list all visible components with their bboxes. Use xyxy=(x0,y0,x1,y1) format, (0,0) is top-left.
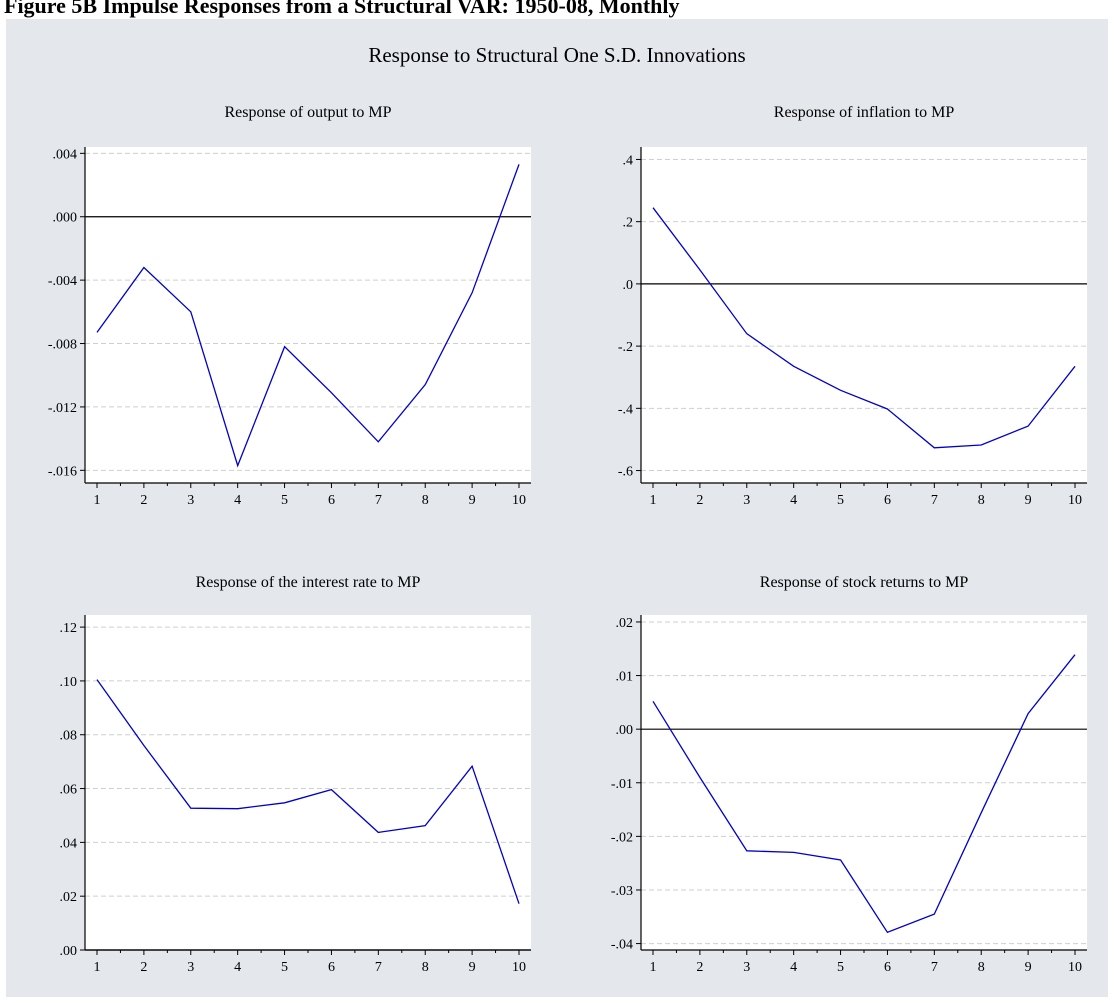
x-tick-label: 8 xyxy=(422,960,429,975)
figure-supertitle: Response to Structural One S.D. Innovati… xyxy=(368,43,745,67)
chart-title: Response of inflation to MP xyxy=(774,104,955,121)
response-line xyxy=(96,679,520,904)
x-tick-label: 8 xyxy=(422,493,429,508)
x-tick-label: 5 xyxy=(837,960,844,975)
x-tick-label: 7 xyxy=(375,960,382,975)
chart-title: Response of stock returns to MP xyxy=(760,574,969,591)
x-tick-label: 9 xyxy=(469,493,476,508)
response-line xyxy=(96,164,520,468)
x-tick-label: 5 xyxy=(281,493,288,508)
chart-title: Response of the interest rate to MP xyxy=(196,574,421,591)
y-tick-label: .4 xyxy=(623,153,634,168)
x-tick-label: 7 xyxy=(931,960,938,975)
x-tick-label: 9 xyxy=(469,960,476,975)
y-tick-label: .00 xyxy=(60,944,78,959)
y-tick-label: -.02 xyxy=(611,830,633,845)
chart-title: Response of output to MP xyxy=(224,104,391,121)
x-tick-label: 4 xyxy=(234,493,241,508)
x-tick-label: 10 xyxy=(1068,493,1082,508)
x-tick-label: 2 xyxy=(696,493,703,508)
x-tick-label: 6 xyxy=(884,493,891,508)
x-tick-label: 10 xyxy=(1068,960,1082,975)
plot-area xyxy=(641,147,1087,483)
x-tick-label: 3 xyxy=(743,960,750,975)
y-tick-label: -.4 xyxy=(618,402,633,417)
plot-area xyxy=(85,147,531,483)
figure-caption: Figure 5B Impulse Responses from a Struc… xyxy=(4,0,680,18)
x-tick-label: 6 xyxy=(328,493,335,508)
y-tick-label: .02 xyxy=(616,616,634,631)
x-tick-label: 1 xyxy=(94,960,101,975)
x-tick-label: 6 xyxy=(884,960,891,975)
y-tick-label: -.01 xyxy=(611,777,633,792)
x-tick-label: 1 xyxy=(650,493,657,508)
x-tick-label: 6 xyxy=(328,960,335,975)
response-line xyxy=(652,207,1076,449)
y-tick-label: .00 xyxy=(616,723,634,738)
x-tick-label: 4 xyxy=(234,960,241,975)
x-tick-label: 9 xyxy=(1025,493,1032,508)
y-tick-label: -.008 xyxy=(48,338,77,353)
x-tick-label: 1 xyxy=(94,493,101,508)
x-tick-label: 4 xyxy=(790,960,797,975)
y-tick-label: .10 xyxy=(60,675,78,690)
x-tick-label: 2 xyxy=(140,493,147,508)
y-tick-label: -.6 xyxy=(618,465,633,480)
chart-4: Response of stock returns to MP .02 .01 .00… xyxy=(611,574,1087,975)
x-tick-label: 3 xyxy=(743,493,750,508)
y-tick-label: .004 xyxy=(53,147,78,162)
y-tick-label: .06 xyxy=(60,783,78,798)
x-tick-label: 5 xyxy=(837,493,844,508)
x-tick-label: 7 xyxy=(931,493,938,508)
x-tick-label: 10 xyxy=(512,493,526,508)
x-tick-label: 9 xyxy=(1025,960,1032,975)
x-tick-label: 2 xyxy=(140,960,147,975)
x-tick-label: 10 xyxy=(512,960,526,975)
x-tick-label: 8 xyxy=(978,960,985,975)
x-tick-label: 4 xyxy=(790,493,797,508)
chart-1: Response of output to MP .004 .000 -.004 -.0… xyxy=(48,104,531,508)
y-tick-label: -.012 xyxy=(48,401,77,416)
y-tick-label: .04 xyxy=(60,836,78,851)
chart-2: Response of inflation to MP .4 .2 .0 -.2 -.4 -… xyxy=(618,104,1087,508)
y-tick-label: .08 xyxy=(60,729,78,744)
y-tick-label: .2 xyxy=(623,216,634,231)
y-tick-label: -.03 xyxy=(611,884,633,899)
plot-area xyxy=(85,615,531,950)
y-tick-label: .01 xyxy=(616,670,634,685)
x-tick-label: 5 xyxy=(281,960,288,975)
charts-group: Response of output to MP.004.000-.004-.0… xyxy=(48,104,1087,975)
y-tick-label: .000 xyxy=(53,211,78,226)
x-tick-label: 1 xyxy=(650,960,657,975)
x-tick-label: 2 xyxy=(696,960,703,975)
y-tick-label: .0 xyxy=(623,278,634,293)
y-tick-label: -.016 xyxy=(48,464,77,479)
x-tick-label: 3 xyxy=(187,960,194,975)
x-tick-label: 8 xyxy=(978,493,985,508)
response-line xyxy=(652,654,1076,934)
y-tick-label: .02 xyxy=(60,890,78,905)
y-tick-label: -.004 xyxy=(48,274,77,289)
x-tick-label: 3 xyxy=(187,493,194,508)
chart-3: Response of the interest rate to MP .12 .1… xyxy=(60,574,531,975)
x-tick-label: 7 xyxy=(375,493,382,508)
y-tick-label: -.2 xyxy=(618,340,633,355)
y-tick-label: .12 xyxy=(60,621,78,636)
y-tick-label: -.04 xyxy=(611,938,633,953)
